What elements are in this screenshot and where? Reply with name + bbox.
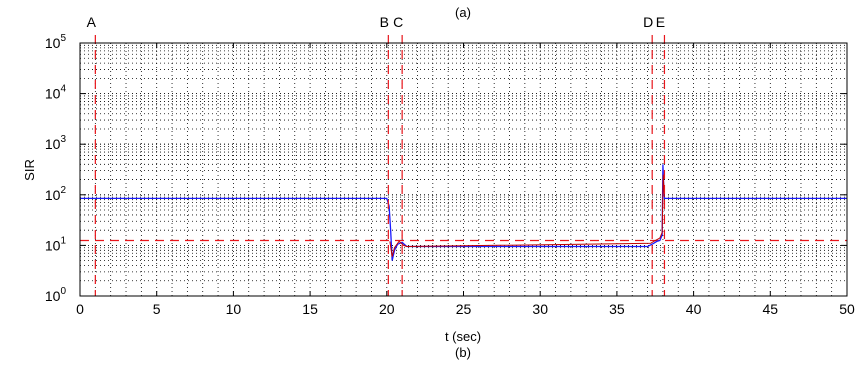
marker-label-c: C: [393, 14, 403, 30]
series-line-2: [389, 174, 665, 257]
plot-frame: [79, 42, 848, 297]
marker-label-b: B: [380, 14, 389, 30]
x-axis-label: t (sec): [445, 329, 481, 344]
y-tick-label: 100: [45, 286, 67, 304]
x-ticks: 0 5 10 15 20 25 30 35 40 45 50: [76, 43, 855, 317]
x-tick-label: 25: [456, 301, 472, 317]
x-tick-label: 5: [153, 301, 161, 317]
series-line-1: [80, 164, 847, 261]
x-tick-label: 0: [76, 301, 84, 317]
x-tick-label: 10: [226, 301, 242, 317]
x-tick-label: 35: [609, 301, 625, 317]
y-tick-label: 102: [45, 185, 67, 203]
y-tick-label: 101: [45, 235, 67, 253]
marker-label-d: D: [643, 14, 653, 30]
y-ticks: 100 101 102 103 104 105: [45, 33, 847, 304]
y-tick-label: 104: [45, 84, 67, 102]
marker-label-a: A: [87, 14, 97, 30]
y-tick-label: 105: [45, 33, 67, 51]
chart-caption: (b): [455, 345, 471, 360]
x-tick-label: 30: [532, 301, 548, 317]
marker-label-e: E: [656, 14, 665, 30]
x-tick-label: 40: [686, 301, 702, 317]
x-tick-label: 15: [302, 301, 318, 317]
grid: [80, 42, 847, 296]
chart-title: (a): [455, 5, 471, 20]
y-tick-label: 103: [45, 134, 67, 152]
series-lines: [80, 164, 847, 261]
x-tick-label: 50: [839, 301, 855, 317]
x-tick-label: 20: [379, 301, 395, 317]
x-tick-label: 45: [763, 301, 779, 317]
y-axis-label: SIR: [22, 159, 37, 181]
